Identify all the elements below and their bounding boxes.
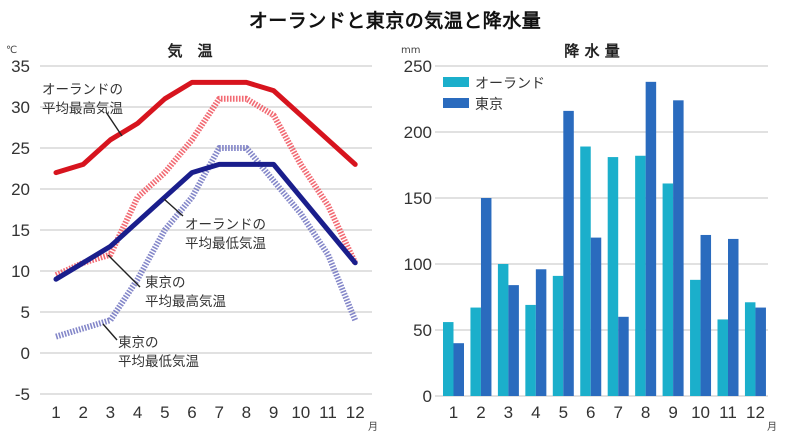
tokyo-precip-bar — [535, 269, 547, 396]
precipitation-unit-label: mm — [401, 45, 420, 56]
temperature-x-tick-label: 10 — [291, 403, 310, 422]
tokyo-precip-bar — [563, 110, 574, 396]
precipitation-x-tick-label: 9 — [668, 403, 677, 422]
tokyo-precip-bar — [453, 343, 464, 396]
figure-title: オーランドと東京の気温と降水量 — [248, 10, 542, 32]
precipitation-x-tick-label: 8 — [641, 403, 650, 422]
orlando-min-temp-line — [53, 161, 358, 282]
tokyo-precip-bar — [673, 100, 684, 396]
precipitation-chart-title: 降 水 量 — [564, 42, 619, 60]
temperature-y-tick-label: -5 — [15, 385, 30, 404]
temperature-x-tick-label: 9 — [269, 403, 278, 422]
orlando-min-temp-annotation: 平均最低気温 — [185, 236, 266, 252]
orlando-max-temp-line — [53, 79, 358, 176]
tokyo-precip-bar — [480, 198, 492, 396]
orlando-min-temp-annotation: オーランドの — [185, 217, 266, 233]
precipitation-x-tick-label: 7 — [613, 403, 622, 422]
orlando-precip-bar — [744, 302, 756, 396]
temperature-y-tick-label: 10 — [11, 262, 30, 281]
precipitation-x-tick-label: 1 — [449, 403, 458, 422]
precipitation-x-unit-label: 月 — [767, 421, 777, 433]
precipitation-x-tick-label: 10 — [691, 403, 710, 422]
orlando-precip-bar — [690, 279, 701, 396]
temperature-x-unit-label: 月 — [368, 421, 378, 433]
temperature-y-tick-label: 35 — [11, 57, 30, 76]
tokyo-max-temp-annotation: 平均最高気温 — [145, 293, 226, 310]
temperature-y-tick-label: 30 — [11, 98, 30, 117]
precipitation-x-tick-label: 6 — [586, 403, 595, 422]
legend-swatch-orlando — [443, 77, 469, 87]
annotation-leader-line — [163, 198, 184, 217]
temperature-y-tick-label: 20 — [11, 180, 30, 199]
temperature-x-tick-label: 2 — [78, 403, 87, 422]
precipitation-x-tick-label: 2 — [476, 403, 485, 422]
temperature-y-tick-label: 0 — [21, 344, 30, 363]
temperature-y-tick-label: 25 — [11, 139, 30, 158]
temperature-x-tick-label: 8 — [242, 403, 251, 422]
annotation-leader-line — [102, 323, 118, 341]
temperature-x-tick-label: 7 — [214, 403, 223, 422]
precipitation-x-tick-label: 5 — [559, 403, 568, 422]
precipitation-x-tick-label: 4 — [531, 403, 540, 422]
temperature-chart-title: 気 温 — [167, 42, 212, 60]
precipitation-y-tick-label: 200 — [404, 123, 432, 142]
precipitation-x-tick-label: 3 — [504, 403, 513, 422]
precipitation-y-tick-label: 0 — [423, 387, 432, 406]
temperature-y-tick-label: 15 — [11, 221, 30, 240]
tokyo-min-temp-annotation: 平均最低気温 — [118, 354, 199, 370]
tokyo-precip-bar — [645, 81, 657, 396]
orlando-max-temp-annotation: 平均最高気温 — [42, 100, 123, 117]
orlando-precip-bar — [525, 304, 536, 396]
orlando-precip-bar — [580, 146, 591, 396]
temperature-x-tick-label: 1 — [51, 403, 60, 422]
precipitation-x-tick-label: 12 — [746, 403, 765, 422]
precipitation-y-tick-label: 50 — [413, 321, 432, 340]
temperature-y-tick-label: 5 — [21, 303, 30, 322]
temperature-x-tick-label: 4 — [133, 403, 142, 422]
precipitation-x-tick-label: 11 — [719, 403, 737, 422]
tokyo-precip-bar — [508, 285, 519, 396]
temperature-unit-label: ℃ — [6, 45, 17, 56]
annotation-leader-line — [107, 254, 141, 288]
orlando-precip-bar — [662, 183, 674, 396]
orlando-precip-bar — [470, 307, 481, 396]
tokyo-precip-bar — [590, 237, 602, 396]
tokyo-max-temp-annotation: 東京の — [145, 275, 186, 291]
temperature-x-tick-label: 5 — [160, 403, 169, 422]
tokyo-max-temp-line — [54, 95, 358, 278]
legend-swatch-tokyo — [443, 98, 469, 108]
tokyo-precip-bar — [618, 316, 629, 396]
temperature-x-tick-label: 6 — [187, 403, 196, 422]
legend-label-tokyo: 東京 — [475, 97, 503, 113]
precipitation-y-tick-label: 100 — [404, 255, 432, 274]
annotation-leader-line — [105, 111, 123, 137]
precipitation-y-tick-label: 250 — [404, 57, 432, 76]
orlando-precip-bar — [552, 275, 564, 396]
tokyo-precip-bar — [755, 307, 766, 396]
tokyo-precip-bar — [728, 238, 739, 396]
temperature-x-tick-label: 12 — [346, 403, 365, 422]
orlando-precip-bar — [717, 319, 728, 396]
precipitation-y-tick-label: 150 — [404, 189, 432, 208]
orlando-precip-bar — [607, 157, 619, 396]
orlando-precip-bar — [497, 264, 509, 396]
legend-label-orlando: オーランド — [475, 76, 545, 92]
temperature-x-tick-label: 3 — [106, 403, 115, 422]
tokyo-min-temp-line — [55, 145, 358, 340]
orlando-max-temp-annotation: オーランドの — [42, 82, 123, 98]
orlando-precip-bar — [443, 322, 454, 396]
orlando-precip-bar — [635, 155, 646, 396]
tokyo-min-temp-annotation: 東京の — [118, 335, 159, 351]
temperature-x-tick-label: 11 — [319, 403, 337, 422]
tokyo-precip-bar — [700, 234, 712, 396]
